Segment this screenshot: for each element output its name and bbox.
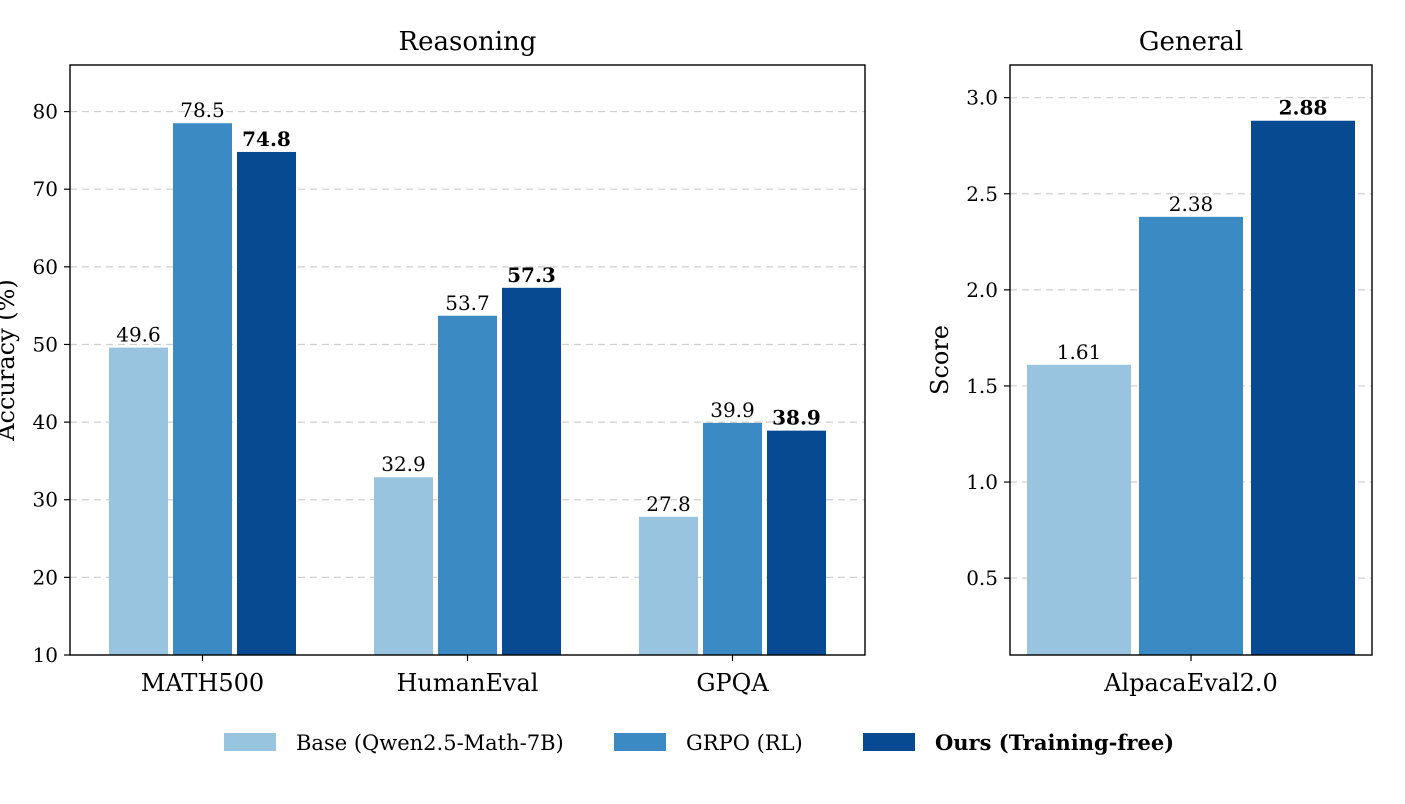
y-tick-label: 20 (33, 565, 58, 589)
bar-base (1027, 364, 1131, 655)
bar-grpo (438, 315, 497, 655)
bar-grpo (1139, 216, 1243, 655)
bar-ours (237, 151, 296, 655)
bar-base (374, 477, 433, 655)
bar-base (109, 347, 168, 655)
y-tick-label: 40 (33, 410, 58, 434)
data-label: 39.9 (710, 398, 755, 422)
y-tick-label: 60 (33, 255, 58, 279)
data-label: 38.9 (772, 406, 821, 430)
y-tick-label: 2.0 (966, 278, 998, 302)
y-tick-label: 10 (33, 643, 58, 667)
chart-title: General (1139, 27, 1244, 57)
data-label: 57.3 (507, 263, 556, 287)
chart-panel-reasoning: 10 20 30 40 50 60 70 80 49.6 78.5 74.8 MATH500 32.9 5… (0, 27, 866, 697)
legend: Base (Qwen2.5-Math-7B) GRPO (RL) Ours (Tra… (224, 730, 1174, 755)
y-axis-label: Score (926, 325, 954, 395)
bar-ours (502, 287, 561, 655)
chart-title: Reasoning (399, 27, 537, 57)
chart-panel-general: 0.5 1.0 1.5 2.0 2.5 3.0 1.61 2.38 2.88 AlpacaEval… (926, 27, 1373, 697)
x-tick-label: GPQA (696, 669, 769, 697)
y-tick-label: 1.5 (966, 374, 998, 398)
data-label: 27.8 (646, 492, 691, 516)
plot-frame (1009, 64, 1373, 656)
y-tick-label: 2.5 (966, 182, 998, 206)
legend-label-ours: Ours (Training-free) (935, 730, 1174, 755)
bar-ours (767, 430, 826, 655)
y-tick-label: 80 (33, 100, 58, 124)
y-tick-label: 70 (33, 177, 58, 201)
bar-grpo (703, 422, 762, 655)
data-label: 2.88 (1279, 96, 1328, 120)
data-label: 78.5 (180, 98, 225, 122)
data-label: 74.8 (242, 127, 291, 151)
legend-swatch-ours (863, 733, 915, 751)
bar-base (639, 516, 698, 655)
data-label: 32.9 (381, 452, 426, 476)
data-label: 2.38 (1169, 192, 1214, 216)
y-tick-label: 0.5 (966, 566, 998, 590)
x-tick-label: AlpacaEval2.0 (1103, 669, 1278, 697)
legend-swatch-grpo (614, 733, 666, 751)
y-tick-label: 50 (33, 332, 58, 356)
data-label: 53.7 (445, 291, 490, 315)
data-label: 49.6 (116, 323, 161, 347)
plot-frame (69, 64, 866, 656)
bar-ours (1251, 120, 1355, 655)
legend-label-grpo: GRPO (RL) (686, 731, 803, 755)
y-tick-label: 3.0 (966, 86, 998, 110)
bar-grpo (173, 123, 232, 655)
y-tick-label: 30 (33, 488, 58, 512)
legend-swatch-base (224, 733, 276, 751)
y-axis-label: Accuracy (%) (0, 279, 20, 442)
x-tick-label: HumanEval (397, 669, 539, 697)
data-label: 1.61 (1057, 340, 1102, 364)
x-tick-label: MATH500 (141, 669, 264, 697)
y-tick-label: 1.0 (966, 470, 998, 494)
legend-label-base: Base (Qwen2.5-Math-7B) (296, 731, 564, 755)
